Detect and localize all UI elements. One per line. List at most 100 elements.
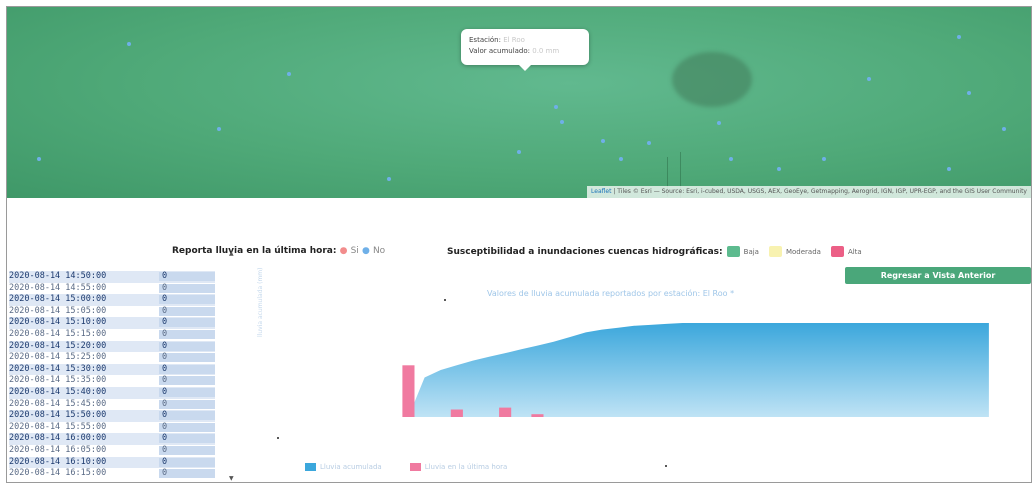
- table-row[interactable]: 2020-08-14 15:35:00 0: [9, 375, 215, 387]
- table-cell-time: 2020-08-14 15:45:00: [9, 398, 107, 409]
- table-cell-time: 2020-08-14 15:35:00: [9, 375, 107, 386]
- swatch-alta-label: Alta: [847, 247, 862, 256]
- map-attribution: Leaflet | Tiles © Esri — Source: Esri, i…: [587, 186, 1031, 198]
- station-marker[interactable]: [717, 121, 721, 125]
- table-row[interactable]: 2020-08-14 16:15:00 0: [9, 468, 215, 480]
- station-marker[interactable]: [777, 167, 781, 171]
- station-marker[interactable]: [957, 35, 961, 39]
- series-hourly-bar[interactable]: [402, 365, 415, 417]
- popup-station-line: Estación: El Roo: [469, 35, 581, 46]
- table-cell-time: 2020-08-14 16:15:00: [9, 468, 107, 479]
- table-row-bar: [159, 295, 215, 305]
- table-cell-value: 0: [162, 340, 168, 351]
- series-hourly-bar[interactable]: [531, 414, 544, 417]
- table-cell-time: 2020-08-14 16:10:00: [9, 456, 107, 467]
- series-hourly-bar[interactable]: [499, 407, 512, 417]
- scroll-up-arrow-icon[interactable]: ▲: [229, 250, 234, 257]
- table-cell-value: 0: [162, 282, 168, 293]
- scan-speck: [665, 465, 667, 467]
- station-marker[interactable]: [729, 157, 733, 161]
- leaflet-link[interactable]: Leaflet: [591, 188, 612, 195]
- table-row[interactable]: 2020-08-14 15:50:00 0: [9, 410, 215, 422]
- series-hourly-bar[interactable]: [450, 409, 463, 418]
- chart-title: Valores de lluvia acumulada reportados p…: [487, 289, 735, 298]
- station-marker[interactable]: [554, 105, 558, 109]
- station-marker[interactable]: [287, 72, 291, 76]
- table-row[interactable]: 2020-08-14 15:20:00 0: [9, 340, 215, 353]
- table-cell-value: 0: [162, 433, 168, 444]
- table-row[interactable]: 2020-08-14 14:50:00 0: [9, 271, 215, 283]
- rain-yes-dot-icon: ●: [339, 246, 348, 256]
- table-cell-value: 0: [162, 444, 168, 455]
- table-row[interactable]: 2020-08-14 15:40:00 0: [9, 386, 215, 399]
- table-row-bar: [159, 329, 215, 339]
- swatch-moderada: [768, 246, 782, 257]
- station-marker[interactable]: [1002, 127, 1006, 131]
- rain-yes-label: Si: [350, 246, 359, 256]
- table-row[interactable]: 2020-08-14 16:00:00 0: [9, 433, 215, 445]
- table-row-bar: [159, 445, 215, 455]
- map-terrain-line: [680, 152, 681, 198]
- station-marker[interactable]: [37, 157, 41, 161]
- table-cell-value: 0: [162, 317, 168, 328]
- back-to-previous-view-button[interactable]: Regresar a Vista Anterior: [845, 267, 1031, 284]
- scan-speck: [444, 299, 446, 301]
- table-row[interactable]: 2020-08-14 16:10:00 0: [9, 456, 215, 469]
- table-row[interactable]: 2020-08-14 15:00:00 0: [9, 294, 215, 306]
- station-marker[interactable]: [127, 42, 131, 46]
- table-row[interactable]: 2020-08-14 15:45:00 0: [9, 398, 215, 411]
- table-cell-time: 2020-08-14 15:55:00: [9, 421, 107, 432]
- table-row[interactable]: 2020-08-14 15:10:00 0: [9, 317, 215, 329]
- table-row[interactable]: 2020-08-14 15:55:00 0: [9, 421, 215, 434]
- station-marker[interactable]: [517, 150, 521, 154]
- station-marker[interactable]: [217, 127, 221, 131]
- table-row[interactable]: 2020-08-14 15:25:00 0: [9, 352, 215, 364]
- table-cell-value: 0: [162, 352, 168, 363]
- table-cell-value: 0: [162, 456, 168, 467]
- legend-series1-swatch: [305, 463, 316, 471]
- station-marker[interactable]: [619, 157, 623, 161]
- chart-y-axis-label: lluvia acumulada (mm): [257, 267, 264, 337]
- table-row[interactable]: 2020-08-14 16:05:00 0: [9, 444, 215, 457]
- table-cell-time: 2020-08-14 16:00:00: [9, 433, 107, 444]
- table-row-bar: [159, 306, 215, 316]
- station-marker[interactable]: [601, 139, 605, 143]
- table-row[interactable]: 2020-08-14 14:55:00 0: [9, 282, 215, 295]
- chart-legend: Lluvia acumulada Lluvia en la última hor…: [305, 463, 507, 471]
- station-marker[interactable]: [822, 157, 826, 161]
- attribution-text: | Tiles © Esri — Source: Esri, i-cubed, …: [611, 188, 1027, 195]
- table-row[interactable]: 2020-08-14 15:30:00 0: [9, 363, 215, 376]
- table-row[interactable]: 2020-08-14 15:05:00 0: [9, 305, 215, 318]
- table-cell-time: 2020-08-14 15:15:00: [9, 328, 107, 339]
- station-marker[interactable]: [647, 141, 651, 145]
- station-marker[interactable]: [967, 91, 971, 95]
- popup-value-line: Valor acumulado: 0.0 mm: [469, 46, 581, 57]
- table-cell-time: 2020-08-14 15:20:00: [9, 340, 107, 351]
- station-marker[interactable]: [947, 167, 951, 171]
- rain-no-label: No: [372, 246, 386, 256]
- map-terrain-line: [667, 157, 668, 197]
- scroll-down-arrow-icon[interactable]: ▼: [229, 475, 234, 482]
- popup-station-label: Estación:: [469, 36, 501, 44]
- station-marker[interactable]: [867, 77, 871, 81]
- table-cell-value: 0: [162, 375, 168, 386]
- table-cell-value: 0: [162, 363, 168, 374]
- table-cell-value: 0: [162, 386, 168, 397]
- station-marker[interactable]: [387, 177, 391, 181]
- rain-legend-label: Reporta lluvia en la última hora:: [172, 246, 337, 256]
- swatch-moderada-label: Moderada: [785, 247, 821, 256]
- table-row[interactable]: 2020-08-14 15:15:00 0: [9, 328, 215, 341]
- table-cell-time: 2020-08-14 15:25:00: [9, 352, 107, 363]
- station-marker[interactable]: [560, 120, 564, 124]
- table-cell-time: 2020-08-14 14:50:00: [9, 271, 107, 281]
- table-row-bar: [159, 283, 215, 293]
- popup-value-value: 0.0 mm: [532, 47, 560, 55]
- rain-data-table[interactable]: 2020-08-14 14:50:00 0 2020-08-14 14:55:00 0…: [9, 271, 215, 480]
- table-cell-value: 0: [162, 294, 168, 305]
- satellite-map[interactable]: Estación: El Roo Valor acumulado: 0.0 mm…: [7, 7, 1031, 198]
- table-cell-value: 0: [162, 421, 168, 432]
- table-row-bar: [159, 457, 215, 467]
- legend-series1-label: Lluvia acumulada: [320, 463, 382, 471]
- table-cell-time: 2020-08-14 16:05:00: [9, 444, 107, 455]
- susceptibility-legend: Susceptibilidad a inundaciones cuencas h…: [447, 246, 868, 257]
